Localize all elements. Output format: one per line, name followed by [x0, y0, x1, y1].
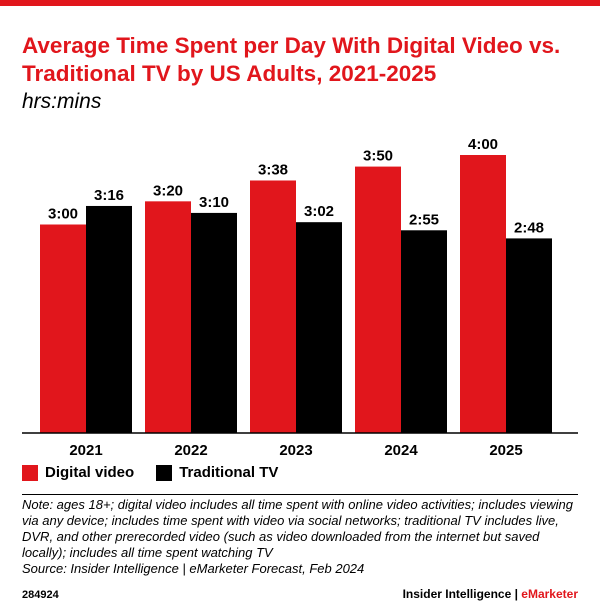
brand-insider-intelligence: Insider Intelligence [402, 587, 512, 601]
brand-separator: | [511, 587, 522, 601]
bar-digital-video-2023 [250, 180, 296, 433]
chart-id: 284924 [22, 589, 59, 601]
bar-traditional-tv-2021 [86, 205, 132, 433]
brand-emarketer: eMarketer [521, 587, 578, 601]
data-label-traditional-tv-2021: 3:16 [94, 187, 124, 204]
data-label-digital-video-2024: 3:50 [363, 148, 393, 165]
chart-title: Average Time Spent per Day With Digital … [22, 33, 561, 86]
data-label-traditional-tv-2025: 2:48 [514, 219, 544, 236]
x-tick-label-2024: 2024 [384, 442, 418, 458]
data-label-digital-video-2025: 4:00 [468, 136, 498, 153]
data-label-digital-video-2022: 3:20 [153, 182, 183, 199]
bar-digital-video-2024 [355, 166, 401, 434]
chart-note: Note: ages 18+; digital video includes a… [22, 497, 582, 577]
data-label-digital-video-2023: 3:38 [258, 161, 288, 178]
source-text: Source: Insider Intelligence | eMarketer… [22, 561, 365, 576]
x-tick-label-2021: 2021 [69, 442, 102, 458]
bar-traditional-tv-2023 [296, 222, 342, 433]
data-label-traditional-tv-2022: 3:10 [199, 194, 229, 211]
legend-label-traditional-tv: Traditional TV [179, 464, 279, 481]
x-tick-label-2023: 2023 [279, 442, 312, 458]
bar-traditional-tv-2025 [506, 238, 552, 433]
note-text: Note: ages 18+; digital video includes a… [22, 497, 574, 560]
bar-digital-video-2022 [145, 201, 191, 433]
bar-chart: 3:00 3:16 2021 3:20 3:10 2022 3:38 3:02 2023 3:50… [22, 136, 578, 458]
chart-subtitle: hrs:mins [22, 90, 102, 113]
x-tick-label-2025: 2025 [489, 442, 522, 458]
bar-traditional-tv-2024 [401, 230, 447, 433]
top-accent-bar [0, 0, 600, 6]
legend-swatch-traditional-tv [156, 464, 173, 481]
brand-credit: Insider Intelligence | eMarketer [403, 587, 578, 601]
divider [22, 494, 578, 495]
x-tick-label-2022: 2022 [174, 442, 207, 458]
legend-swatch-digital-video [22, 464, 38, 481]
bar-digital-video-2021 [40, 224, 86, 433]
data-label-digital-video-2021: 3:00 [48, 206, 78, 223]
data-label-traditional-tv-2024: 2:55 [409, 211, 439, 228]
legend: Digital video Traditional TV [22, 464, 300, 481]
bar-traditional-tv-2022 [191, 212, 237, 433]
legend-item-traditional-tv: Traditional TV [156, 464, 278, 481]
data-label-traditional-tv-2023: 3:02 [304, 203, 334, 220]
legend-label-digital-video: Digital video [45, 464, 135, 481]
legend-item-digital-video: Digital video [22, 464, 134, 481]
bar-digital-video-2025 [460, 155, 506, 433]
